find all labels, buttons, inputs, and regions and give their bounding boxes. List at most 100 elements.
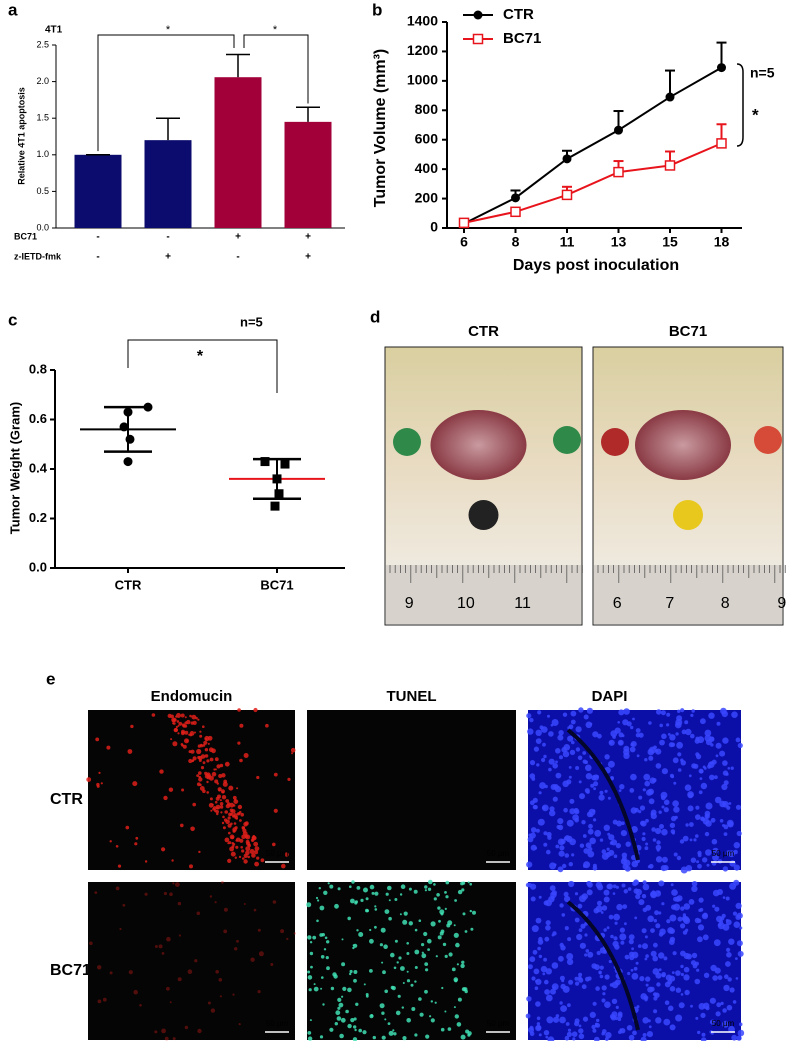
cell <box>189 714 192 718</box>
x-tick-label: 13 <box>611 234 627 250</box>
cell <box>253 908 257 912</box>
cell <box>722 896 726 899</box>
cell <box>188 758 193 764</box>
cell <box>166 986 170 991</box>
cell <box>712 889 720 897</box>
cell <box>571 1031 578 1037</box>
cell <box>369 1014 374 1019</box>
cell <box>700 782 708 790</box>
cell <box>613 913 620 921</box>
cell <box>736 830 742 837</box>
cell <box>721 1020 729 1028</box>
cell <box>691 763 697 769</box>
cell <box>239 838 244 843</box>
marker <box>716 138 727 149</box>
cell <box>704 831 710 837</box>
cell <box>536 1022 541 1026</box>
cell <box>634 807 639 813</box>
cell <box>640 993 647 1000</box>
cell <box>465 1029 470 1034</box>
cell <box>597 900 602 906</box>
cell <box>254 850 259 855</box>
cell <box>696 968 700 972</box>
cell <box>731 1034 738 1041</box>
cell <box>633 966 638 971</box>
cell <box>559 975 565 981</box>
cell <box>611 998 618 1004</box>
cell <box>254 861 259 867</box>
micrograph <box>86 707 296 870</box>
cell <box>196 782 201 787</box>
micrograph-bg <box>307 882 516 1040</box>
cell <box>191 714 197 720</box>
cell <box>197 718 200 721</box>
cell <box>418 997 422 1001</box>
cell <box>667 927 674 934</box>
cell <box>614 921 618 925</box>
cell <box>245 850 250 856</box>
cell <box>413 889 418 894</box>
cell <box>221 773 226 778</box>
cell <box>541 726 548 733</box>
cell <box>641 928 647 934</box>
y-tick-label: 0.8 <box>29 361 47 376</box>
cell <box>618 709 625 716</box>
cell <box>719 750 726 757</box>
cell <box>680 906 685 911</box>
cell <box>648 755 654 761</box>
cell <box>552 931 557 936</box>
cell <box>600 911 604 914</box>
cell <box>667 979 673 985</box>
cell <box>684 784 692 791</box>
cell <box>560 1005 567 1012</box>
cell <box>394 898 398 901</box>
cell <box>529 832 536 839</box>
cell <box>198 771 202 775</box>
cell <box>588 823 593 829</box>
cell <box>224 761 230 767</box>
bar <box>144 140 192 228</box>
cell <box>537 946 541 951</box>
cell <box>638 795 643 800</box>
cell <box>454 1014 459 1019</box>
cell <box>696 860 700 864</box>
cell <box>127 749 133 754</box>
cell <box>551 719 559 726</box>
cell <box>312 935 317 940</box>
marker <box>510 206 521 218</box>
x-tick-label: CTR <box>115 577 142 592</box>
cell <box>594 829 602 837</box>
cell <box>680 972 685 977</box>
cell <box>607 883 613 890</box>
cell <box>384 989 389 994</box>
cell <box>625 841 631 847</box>
cell <box>350 898 355 904</box>
cell <box>615 1005 619 1010</box>
cell <box>223 818 228 822</box>
cell <box>538 954 543 959</box>
cell <box>614 944 620 950</box>
cell <box>342 986 347 992</box>
cell <box>666 723 670 727</box>
cell <box>244 821 249 826</box>
cell <box>224 810 228 814</box>
cell <box>166 936 171 942</box>
cell <box>181 723 186 727</box>
cell <box>317 899 320 902</box>
cell <box>307 1031 312 1035</box>
cell <box>637 944 642 948</box>
cell <box>529 956 536 963</box>
cell <box>634 916 638 920</box>
cell <box>552 1016 560 1023</box>
cell <box>712 847 719 854</box>
cell <box>410 983 414 987</box>
significance-mark: * <box>273 24 278 36</box>
cell <box>604 1037 609 1041</box>
cell <box>583 714 589 720</box>
cell <box>411 1007 416 1011</box>
cell <box>652 955 658 962</box>
cell <box>228 785 234 791</box>
cell <box>717 923 722 927</box>
cell <box>400 966 405 971</box>
cell <box>172 1037 176 1041</box>
